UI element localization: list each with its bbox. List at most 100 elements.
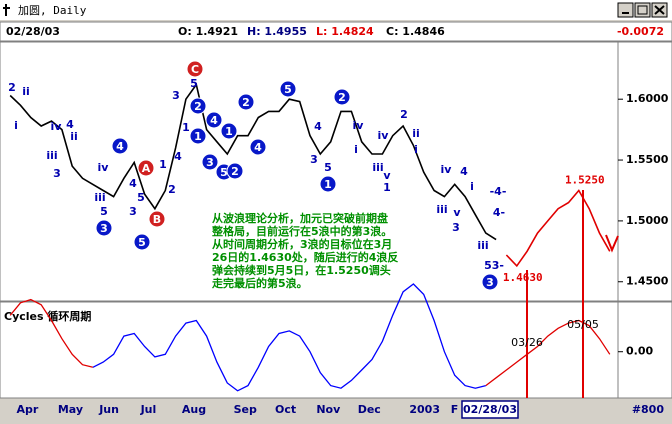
wave-circle — [148, 210, 166, 228]
maximize-icon — [637, 5, 648, 15]
wave-label: ii — [22, 85, 30, 98]
close-icon — [654, 5, 665, 15]
window-buttons[interactable] — [617, 2, 668, 18]
wave-circle — [201, 153, 219, 171]
wave-circle-label: A — [142, 162, 151, 175]
forecast-arrow — [605, 234, 619, 253]
wave-label: iii — [436, 203, 447, 216]
wave-label: iv — [353, 119, 365, 132]
wave-circle-label: 3 — [100, 222, 108, 235]
series-line — [9, 82, 497, 241]
cycle-date: 03/26 — [511, 336, 543, 349]
wave-circle — [189, 97, 207, 115]
wave-label: i — [14, 119, 18, 132]
wave-circle — [111, 137, 129, 155]
analysis-line: 走完最后的第5浪。 — [211, 276, 308, 290]
info-bar — [0, 21, 672, 42]
wave-label: ii — [70, 130, 78, 143]
info-date: 02/28/03 — [6, 25, 60, 38]
wave-circle-label: 1 — [324, 178, 332, 191]
wave-label: iv — [378, 129, 390, 142]
value-label: 1.4630 — [503, 271, 543, 284]
wave-label: iii — [46, 149, 57, 162]
wave-circle — [333, 88, 351, 106]
info-high: H: 1.4955 — [247, 25, 307, 38]
wave-circle — [95, 219, 113, 237]
wave-circle — [137, 159, 155, 177]
price-panel — [0, 41, 672, 302]
info-open: O: 1.4921 — [178, 25, 238, 38]
x-tick-label: Apr — [17, 403, 39, 416]
y-tick-label: 1.6000 — [626, 92, 669, 105]
current-date-box — [461, 400, 519, 419]
wave-label: 3 — [310, 153, 318, 166]
wave-circle-label: 5 — [220, 166, 228, 179]
x-tick-label: Dec — [358, 403, 381, 416]
wave-circle — [319, 175, 337, 193]
x-tick-label: Jul — [140, 403, 157, 416]
wave-circle-label: C — [191, 63, 199, 76]
wave-label: ii — [412, 127, 420, 140]
wave-label: 3 — [172, 89, 180, 102]
window-title: 加圆, Daily — [18, 4, 87, 17]
wave-circle — [226, 162, 244, 180]
wave-circle-label: 1 — [194, 130, 202, 143]
x-tick-label: Jun — [98, 403, 119, 416]
wave-circle-label: 5 — [284, 83, 292, 96]
x-tick-label: Oct — [275, 403, 296, 416]
wave-circle-label: 4 — [254, 141, 262, 154]
wave-circle-label: 5 — [138, 236, 146, 249]
wave-circle-label: B — [153, 213, 161, 226]
wave-label: 5 — [100, 205, 108, 218]
series-line — [485, 319, 611, 387]
wave-label: 5 — [190, 77, 198, 90]
wave-circle — [481, 273, 499, 291]
wave-label: 3 — [129, 205, 137, 218]
wave-label: iv — [98, 161, 110, 174]
x-tick-label: F — [451, 403, 459, 416]
wave-label: iv — [441, 163, 453, 176]
wave-label: i — [470, 180, 474, 193]
y-tick-label: 1.5000 — [626, 214, 669, 227]
wave-circle — [220, 122, 238, 140]
title-bar — [0, 0, 672, 20]
y-tick-label: 1.4500 — [626, 275, 669, 288]
wave-circle — [186, 60, 204, 78]
minimize-button[interactable] — [617, 2, 634, 18]
wave-label: 4 — [314, 120, 322, 133]
wave-label: 4 — [174, 150, 182, 163]
analysis-line: 从时间周期分析，3浪的目标位在3月 — [212, 237, 392, 251]
wave-circle — [133, 233, 151, 251]
wave-label: 5 — [324, 161, 332, 174]
analysis-line: 26日的1.4630处，随后进行的4浪反 — [212, 250, 398, 264]
wave-label: v — [453, 206, 461, 219]
series-line — [92, 283, 486, 392]
wave-circle — [279, 80, 297, 98]
wave-label: 3 — [452, 221, 460, 234]
value-label: 1.5250 — [565, 173, 605, 186]
cycle-panel — [0, 301, 672, 399]
y-tick-label: 1.5500 — [626, 153, 669, 166]
analysis-line: 从波浪理论分析，加元已突破前期盘 — [212, 211, 388, 225]
info-low: L: 1.4824 — [316, 25, 374, 38]
wave-circle-label: 4 — [116, 140, 124, 153]
wave-circle — [189, 127, 207, 145]
wave-circle-label: 1 — [225, 125, 233, 138]
wave-label: 2 — [8, 81, 16, 94]
series-line — [505, 189, 611, 268]
info-change: -0.0072 — [617, 25, 664, 38]
wave-circle-label: 2 — [242, 96, 250, 109]
maximize-button[interactable] — [634, 2, 651, 18]
wave-label: iii — [477, 239, 488, 252]
wave-circle — [237, 93, 255, 111]
wave-label: -4- — [490, 185, 507, 198]
cycle-title: Cycles 循环周期 — [4, 309, 91, 323]
wave-label: 2 — [168, 183, 176, 196]
x-tick-label: 2003 — [409, 403, 440, 416]
wave-label: 1 — [182, 121, 190, 134]
wave-circle-label: 2 — [231, 165, 239, 178]
series-line — [9, 298, 94, 368]
wave-label: i — [354, 143, 358, 156]
wave-label: 5 — [137, 191, 145, 204]
x-tick-label: Nov — [316, 403, 341, 416]
